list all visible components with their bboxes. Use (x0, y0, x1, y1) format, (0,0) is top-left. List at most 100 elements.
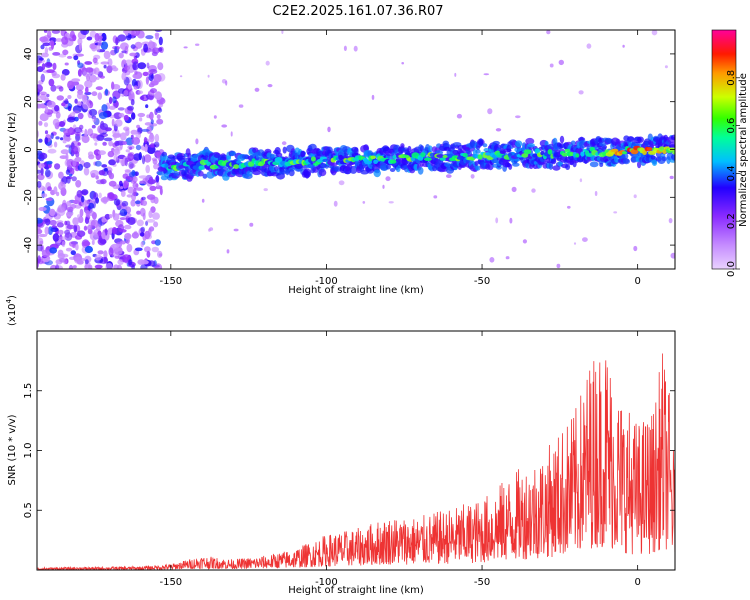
spectrogram-cell (94, 264, 103, 269)
snr-multiplier-open: (x10 (7, 303, 18, 326)
spectrogram-cell (495, 217, 499, 224)
spectrogram-cell (65, 220, 71, 226)
spectrogram-cell (371, 94, 375, 100)
spectrogram-cell (125, 137, 134, 146)
spectrogram-cell (83, 162, 91, 169)
spectrogram-cell (157, 62, 164, 71)
spectrogram-cell (505, 256, 510, 260)
spectrogram-cell (100, 61, 110, 65)
spectrogram-cell (81, 189, 89, 196)
spectrogram-cell (113, 198, 121, 206)
spectrogram-cell (41, 63, 46, 71)
spectrogram-cell (669, 175, 674, 180)
spectrogram-cell (131, 30, 135, 39)
spectrogram-cell (131, 112, 136, 120)
spectrogram-cell (114, 140, 120, 147)
spectrogram-cell (274, 157, 283, 163)
spectrogram-cell (123, 90, 129, 97)
spectrogram-cell (127, 105, 134, 111)
spectrogram-cell (49, 219, 57, 226)
spectrogram-cell (47, 148, 57, 154)
spectrogram-cell (108, 247, 114, 256)
spectrogram-cell (76, 230, 86, 237)
spectrogram-cell (66, 206, 74, 213)
spectrogram-cell (95, 86, 103, 91)
spectrogram-cell (423, 157, 432, 161)
spectrogram-cell (407, 145, 412, 153)
spectrogram-cell (556, 263, 561, 269)
spectrogram-cell (47, 30, 52, 39)
spectrogram-cell (101, 231, 106, 240)
colorbar-frame (711, 29, 737, 270)
spectrogram-cell (254, 87, 260, 92)
spectrogram-cell (156, 114, 161, 120)
spectrogram-cell (97, 238, 107, 246)
spectrogram-cell (108, 96, 113, 104)
spectrogram-cell (129, 52, 138, 57)
spectrogram-cell (580, 151, 585, 157)
spectrogram-cell (65, 169, 71, 175)
spectrogram-cell (83, 225, 88, 231)
spectrogram-y-ticks: -40 -20 0 20 40 (23, 48, 675, 253)
spectrogram-cell (112, 67, 119, 72)
spectrogram-cell (144, 122, 152, 126)
spectrogram-cell (37, 84, 43, 93)
spectrogram-cell (37, 98, 41, 102)
spectrogram-cell (131, 264, 135, 269)
spectrogram-cell (119, 208, 128, 217)
spectrogram-cell (84, 259, 89, 265)
spectrogram-cell (66, 116, 76, 123)
spectrogram-cell (138, 175, 148, 179)
spectrogram-cell (102, 141, 107, 146)
snr-series-line (37, 353, 675, 570)
spectrogram-cell (370, 155, 376, 160)
spectrogram-cell (120, 190, 126, 197)
spectrogram-cell (45, 197, 53, 201)
spectrogram-cell (89, 133, 98, 139)
spectrogram-cell (125, 128, 130, 137)
spectrogram-cell (154, 133, 160, 143)
x-tick-label: 0 (634, 577, 640, 588)
spectrogram-cell (197, 170, 204, 177)
spectrogram-cell (82, 101, 91, 110)
spectrogram-cell (138, 152, 142, 161)
spectrogram-cell (118, 113, 125, 118)
y-tick-label: 0.5 (23, 502, 34, 518)
spectrogram-cell (38, 233, 48, 238)
spectrogram-cell (651, 159, 658, 166)
spectrogram-cell (475, 165, 481, 171)
spectrogram-cell (95, 223, 102, 231)
spectrogram-cell (195, 43, 200, 46)
spectrogram-cell (121, 200, 129, 207)
spectrogram-cell (77, 142, 81, 146)
spectrogram-cell (71, 176, 77, 182)
spectrogram-cell (72, 159, 77, 167)
spectrogram-cell (141, 155, 146, 165)
spectrogram-cell (65, 144, 74, 148)
spectrogram-cell (37, 130, 40, 139)
spectrogram-cell (37, 103, 41, 109)
spectrogram-cell (77, 62, 84, 69)
spectrogram-cell (111, 118, 115, 127)
spectrogram-cell (508, 163, 513, 170)
snr-multiplier-close: ) (7, 295, 18, 299)
spectrogram-cell (40, 93, 47, 101)
spectrogram-cell (137, 112, 146, 118)
spectrogram-cell (105, 262, 113, 269)
spectrogram-cell (88, 202, 95, 209)
spectrogram-cell (128, 161, 134, 170)
spectrogram-cell (540, 150, 545, 156)
spectrogram-cell (54, 105, 60, 112)
spectrogram-cell (75, 180, 82, 188)
spectrogram-cell (475, 149, 481, 154)
spectrogram-cell (433, 195, 438, 199)
spectrogram-cell (153, 74, 162, 83)
spectrogram-cell (86, 224, 93, 231)
spectrogram-cell (74, 98, 78, 104)
spectrogram-cell (123, 30, 131, 34)
spectrogram-cell (124, 233, 132, 240)
spectrogram-cell (567, 205, 571, 209)
spectrogram-cell (178, 165, 185, 169)
colorbar-scale (712, 30, 736, 269)
spectrogram-cell (45, 218, 51, 226)
